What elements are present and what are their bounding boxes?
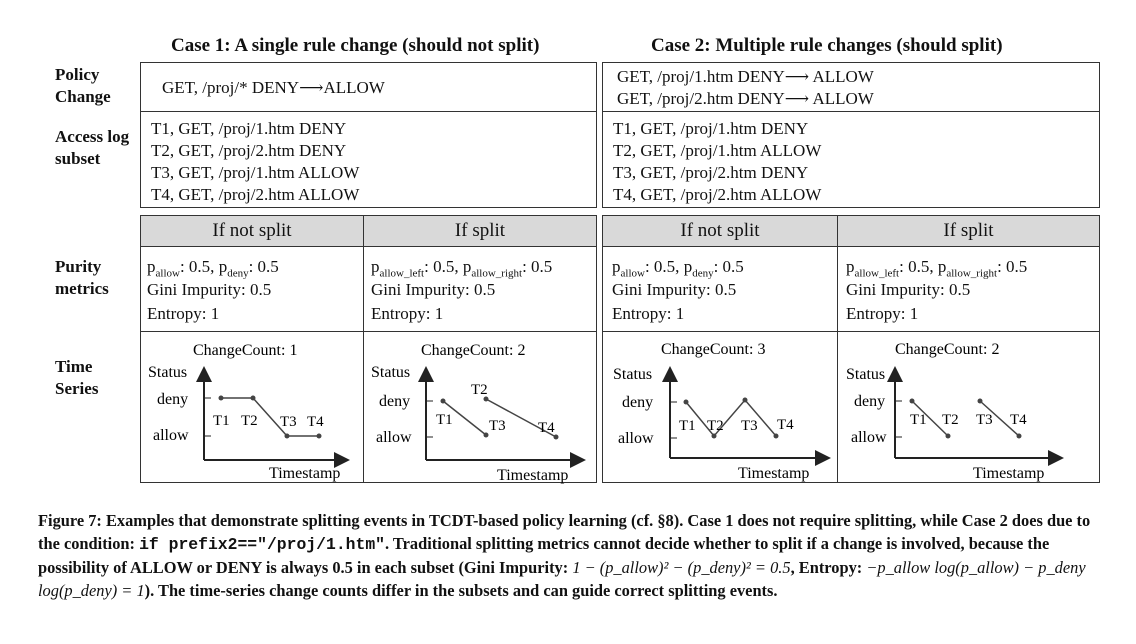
- case1-policy-box: GET, /proj/* DENY⟶ALLOW: [140, 62, 597, 112]
- t4-label: T4: [538, 420, 555, 436]
- timestamp-axis-label: Timestamp: [497, 467, 568, 484]
- t1-label: T1: [910, 412, 927, 428]
- allow-level-label: allow: [376, 429, 412, 446]
- allow-level-label: allow: [153, 427, 189, 444]
- case1-log-line: T1, GET, /proj/1.htm DENY: [151, 119, 347, 138]
- metric-gini: Gini Impurity: 0.5: [371, 280, 496, 299]
- deny-level-label: deny: [622, 394, 653, 411]
- timestamp-axis-label: Timestamp: [973, 465, 1044, 482]
- metrics-case1-split: pallow_left: 0.5, pallow_right: 0.5 Gini…: [363, 246, 597, 332]
- caption-text-end: ). The time-series change counts differ …: [144, 581, 778, 600]
- row-label-policy-change: Policy Change: [55, 65, 111, 106]
- deny-level-label: deny: [379, 393, 410, 410]
- caption-text: . Traditional splitting metrics cannot d…: [38, 534, 1050, 577]
- t3-label: T3: [489, 418, 506, 434]
- case2-log-box: T1, GET, /proj/1.htm DENY T2, GET, /proj…: [602, 111, 1100, 208]
- allow-level-label: allow: [618, 430, 654, 447]
- t3-label: T3: [741, 418, 758, 434]
- timeseries-case2-not-split: ChangeCount: 3 Status deny allow T1 T2 T…: [602, 331, 838, 483]
- caption-gini-formula: 1 − (p_allow)² − (p_deny)² = 0.5: [572, 558, 791, 577]
- case2-log-line: T2, GET, /proj/1.htm ALLOW: [613, 141, 822, 160]
- caption-label: Figure 7: Examples that demonstrate spli…: [38, 511, 1091, 553]
- case1-policy-line: GET, /proj/* DENY⟶ALLOW: [162, 78, 385, 97]
- change-count-label: ChangeCount: 2: [421, 342, 525, 359]
- t4-label: T4: [1010, 412, 1027, 428]
- t1-label: T1: [679, 418, 696, 434]
- metrics-case2-split: pallow_left: 0.5, pallow_right: 0.5 Gini…: [837, 246, 1100, 332]
- deny-level-label: deny: [157, 391, 188, 408]
- deny-level-label: deny: [854, 393, 885, 410]
- case2-policy-box: GET, /proj/1.htm DENY⟶ ALLOW GET, /proj/…: [602, 62, 1100, 112]
- metric-entropy: Entropy: 1: [612, 304, 685, 323]
- metric-probabilities: pallow: 0.5, pdeny: 0.5: [147, 257, 279, 280]
- metric-entropy: Entropy: 1: [147, 304, 220, 323]
- metric-gini: Gini Impurity: 0.5: [147, 280, 272, 299]
- t2-label: T2: [942, 412, 959, 428]
- row-label-time-series: Time Series: [55, 357, 99, 398]
- header-case2-split: If split: [837, 215, 1100, 247]
- status-axis-label: Status: [371, 364, 410, 381]
- t4-label: T4: [777, 417, 794, 433]
- status-axis-label: Status: [846, 366, 885, 383]
- timeseries-plot: ChangeCount: 2 Status deny allow T1 T2 T…: [371, 342, 586, 484]
- t3-label: T3: [976, 412, 993, 428]
- case2-title: Case 2: Multiple rule changes (should sp…: [651, 35, 1003, 56]
- case1-log-box: T1, GET, /proj/1.htm DENY T2, GET, /proj…: [140, 111, 597, 208]
- status-axis-label: Status: [148, 364, 187, 381]
- metrics-case1-not-split: pallow: 0.5, pdeny: 0.5 Gini Impurity: 0…: [140, 246, 364, 332]
- timeseries-case1-split: ChangeCount: 2 Status deny allow T1 T2 T…: [363, 331, 597, 484]
- change-count-label: ChangeCount: 3: [661, 341, 765, 358]
- t4-label: T4: [307, 414, 324, 430]
- timeseries-plot: ChangeCount: 2 Status deny allow T1 T2 T…: [846, 341, 1064, 482]
- row-label-purity: Purity metrics: [55, 257, 109, 298]
- t1-label: T1: [436, 412, 453, 428]
- metric-entropy: Entropy: 1: [846, 304, 919, 323]
- caption-code: if prefix2=="/proj/1.htm": [139, 535, 385, 554]
- timeseries-plot: ChangeCount: 1 Status deny allow T1 T2 T…: [148, 342, 350, 482]
- status-axis-label: Status: [613, 366, 652, 383]
- metric-probabilities: pallow_left: 0.5, pallow_right: 0.5: [371, 257, 553, 280]
- allow-level-label: allow: [851, 429, 887, 446]
- caption-entropy-label: , Entropy:: [790, 558, 863, 577]
- timestamp-axis-label: Timestamp: [738, 465, 809, 482]
- metric-probabilities: pallow_left: 0.5, pallow_right: 0.5: [846, 257, 1028, 280]
- case2-log-line: T3, GET, /proj/2.htm DENY: [613, 163, 809, 182]
- header-case1-split: If split: [363, 215, 597, 247]
- t2-label: T2: [241, 413, 258, 429]
- timeseries-plot: ChangeCount: 3 Status deny allow T1 T2 T…: [613, 341, 831, 482]
- metric-probabilities: pallow: 0.5, pdeny: 0.5: [612, 257, 744, 280]
- metric-entropy: Entropy: 1: [371, 304, 444, 323]
- case1-log-line: T3, GET, /proj/1.htm ALLOW: [151, 163, 360, 182]
- t2-label: T2: [471, 382, 488, 398]
- timestamp-axis-label: Timestamp: [269, 465, 340, 482]
- case1-log-line: T2, GET, /proj/2.htm DENY: [151, 141, 347, 160]
- case2-policy-line: GET, /proj/1.htm DENY⟶ ALLOW: [617, 67, 874, 86]
- change-count-label: ChangeCount: 2: [895, 341, 999, 358]
- timeseries-case1-not-split: ChangeCount: 1 Status deny allow T1 T2 T…: [140, 331, 364, 483]
- case2-log-line: T4, GET, /proj/2.htm ALLOW: [613, 185, 822, 204]
- case2-policy-line: GET, /proj/2.htm DENY⟶ ALLOW: [617, 89, 874, 108]
- caption-entropy-formula: −p_allow log(p_allow) − p_deny log(p_den…: [38, 558, 1086, 600]
- header-case2-not-split: If not split: [602, 215, 838, 247]
- t1-label: T1: [213, 413, 230, 429]
- case1-log-line: T4, GET, /proj/2.htm ALLOW: [151, 185, 360, 204]
- change-count-label: ChangeCount: 1: [193, 342, 297, 359]
- metric-gini: Gini Impurity: 0.5: [846, 280, 971, 299]
- t3-label: T3: [280, 414, 297, 430]
- timeseries-case2-split: ChangeCount: 2 Status deny allow T1 T2 T…: [837, 331, 1100, 483]
- header-case1-not-split: If not split: [140, 215, 364, 247]
- figure-caption: Figure 7: Examples that demonstrate spli…: [38, 509, 1100, 602]
- row-label-access-log: Access log subset: [55, 127, 130, 168]
- case2-log-line: T1, GET, /proj/1.htm DENY: [613, 119, 809, 138]
- case1-title: Case 1: A single rule change (should not…: [171, 35, 540, 56]
- metric-gini: Gini Impurity: 0.5: [612, 280, 737, 299]
- metrics-case2-not-split: pallow: 0.5, pdeny: 0.5 Gini Impurity: 0…: [602, 246, 838, 332]
- t2-label: T2: [707, 418, 724, 434]
